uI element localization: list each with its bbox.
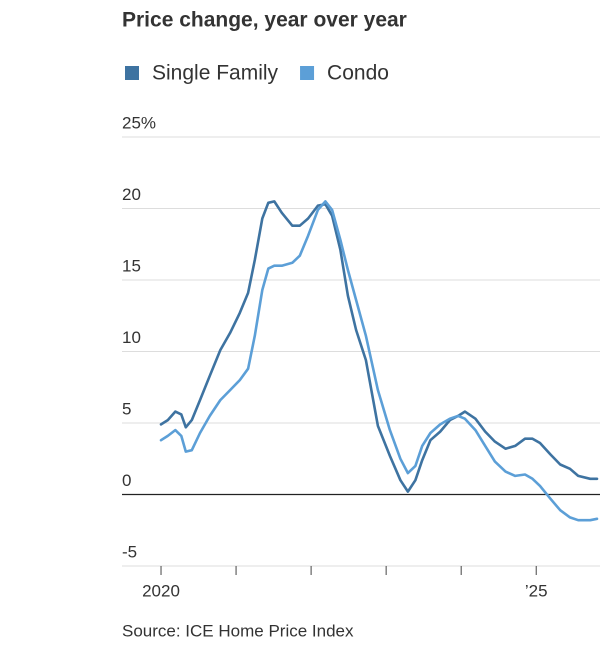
legend-swatch [125,66,139,80]
y-tick-label: 15 [122,256,141,275]
series-line [159,200,599,493]
y-tick-label: 0 [122,471,131,490]
y-tick-label: 10 [122,328,141,347]
source-note: Source: ICE Home Price Index [122,621,354,640]
series-line [159,200,599,522]
legend-label: Condo [327,62,389,85]
y-tick-label: 5 [122,399,131,418]
x-tick-label: ’25 [525,581,548,600]
chart-title: Price change, year over year [122,9,407,32]
y-tick-label: -5 [122,542,137,561]
legend-swatch [300,66,315,80]
y-tick-label: 25% [122,113,156,132]
x-tick-label: 2020 [142,581,180,600]
legend-label: Single Family [152,62,279,85]
y-tick-label: 20 [122,185,141,204]
